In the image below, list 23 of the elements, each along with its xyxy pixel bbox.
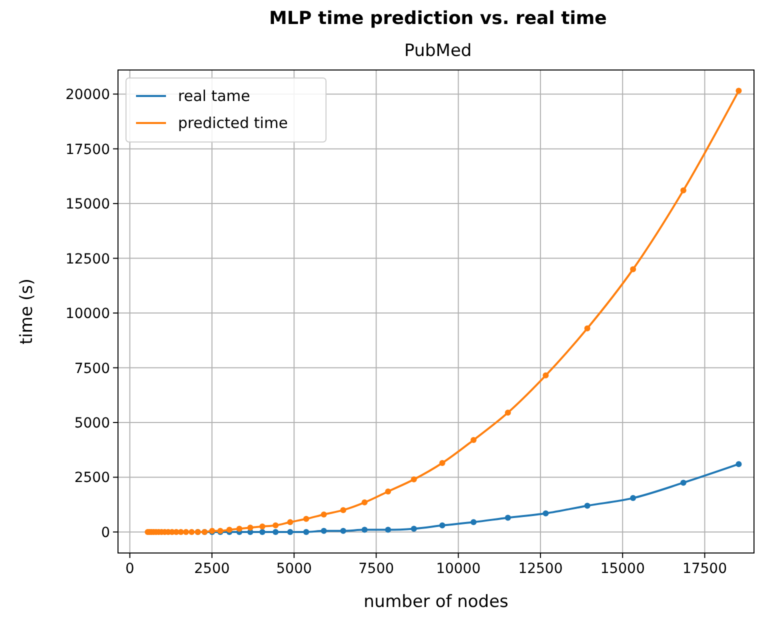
x-tick-label: 5000 (276, 561, 312, 577)
chart-subtitle: PubMed (404, 41, 472, 61)
x-tick-label: 17500 (682, 561, 727, 577)
y-tick-label: 0 (101, 524, 110, 541)
y-tick-label: 2500 (74, 470, 110, 486)
y-tick-label: 12500 (65, 251, 110, 268)
chart-title: MLP time prediction vs. real time (269, 8, 607, 29)
x-axis-title: number of nodes (364, 592, 509, 612)
y-tick-label: 7500 (74, 360, 110, 377)
y-axis-title: time (s) (17, 278, 37, 344)
legend-label: real tame (178, 87, 250, 105)
x-tick-label: 0 (125, 561, 134, 577)
y-tick-label: 15000 (65, 196, 110, 213)
y-tick-label: 20000 (65, 87, 110, 104)
y-tick-label: 10000 (65, 306, 110, 322)
y-tick-label: 17500 (65, 142, 110, 158)
x-tick-label: 10000 (436, 561, 481, 577)
x-tick-label: 2500 (194, 561, 230, 577)
x-tick-label: 12500 (518, 561, 563, 577)
x-tick-label: 15000 (600, 561, 645, 577)
y-tick-label: 5000 (74, 416, 110, 432)
x-tick-label: 7500 (358, 561, 394, 577)
legend-label: predicted time (178, 114, 288, 132)
